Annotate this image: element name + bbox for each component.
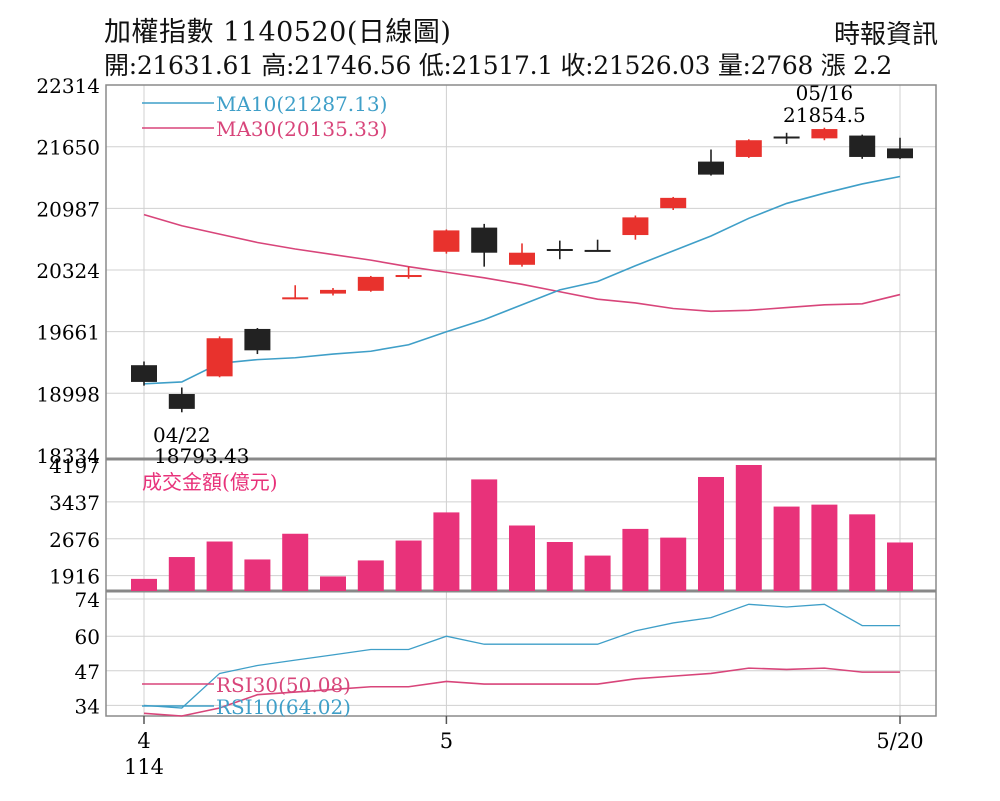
price-tick-label: 20324 [36,259,100,283]
price-tick-label: 20987 [36,197,100,221]
volume-bar [433,512,460,591]
candle-up [811,129,838,139]
rsi30-line [143,667,900,717]
volume-bar [546,541,573,591]
candle-down [584,249,611,252]
candle-up [357,276,384,291]
volume-tick-label: 4197 [49,454,100,478]
candle-down [849,135,876,157]
rsi10-legend-label: RSI10(64.02) [216,695,351,719]
rsi-tick-label: 60 [75,625,100,649]
volume-bar [811,504,838,591]
ma30-legend-label: MA30(20135.33) [216,117,387,141]
price-tick-label: 21650 [36,136,100,160]
volume-bar [735,465,762,591]
candle-up [735,140,762,157]
high-annotation-value: 21854.5 [783,103,866,127]
moving-average-lines [143,175,901,385]
volume-bar [357,560,384,591]
volume-bar [584,555,611,591]
rsi-tick-label: 74 [75,588,100,612]
candle-down [773,136,800,139]
candle-up [509,252,535,265]
candle-up [660,197,687,209]
volume-bar [471,479,498,591]
volume-bar [698,476,724,591]
source-label: 時報資訊 [833,20,938,50]
low-annotation-date: 04/22 [153,423,211,447]
volume-bar [622,528,649,591]
panel-frames [105,84,937,717]
volume-bar [131,578,157,591]
x-tick-label: 4 [137,729,150,753]
x-tick-label: 5/20 [876,729,923,753]
rsi-tick-label: 47 [75,660,100,684]
volume-bar [282,533,309,591]
volume-bar [887,542,913,591]
low-annotation-value: 18793.43 [154,444,249,468]
candle-down [471,227,498,253]
ma10-legend-label: MA10(21287.13) [216,92,387,116]
rsi10-line [143,603,900,709]
candle-down [168,394,195,409]
candle-up [282,297,309,300]
price-stats: 開:21631.61 高:21746.56 低:21517.1 收:21526.… [104,51,892,80]
rsi-lines [143,603,900,717]
volume-tick-label: 1916 [49,565,100,589]
high-annotation-date: 05/16 [796,81,854,105]
candle-down [244,328,271,351]
volume-bar [395,540,422,591]
chart-title: 加權指數 1140520(日線圖) [104,17,452,48]
candle-down [698,161,724,175]
volume-bar [168,557,195,591]
price-tick-label: 18334 [36,444,100,468]
volume-tick-label: 2676 [49,528,100,552]
candle-down [887,148,913,159]
price-tick-label: 22314 [36,74,100,98]
candle-down [546,248,573,251]
price-tick-label: 19661 [36,321,100,345]
volume-bar [509,525,535,591]
volume-bars [131,465,913,591]
volume-bar [660,537,687,591]
volume-legend-label: 成交金額(億元) [142,470,278,494]
volume-bar [773,506,800,591]
grid-lines [106,85,936,716]
ma30-line [143,213,901,313]
rsi30-legend-label: RSI30(50.08) [216,673,351,697]
rsi-tick-label: 34 [75,694,100,718]
candlesticks [131,127,913,413]
volume-bar [849,514,876,591]
candle-up [433,230,460,252]
volume-bar [320,576,346,591]
volume-bar [206,541,233,591]
volume-tick-label: 3437 [49,491,100,515]
chart-frame [105,84,937,717]
ma10-line [143,175,901,385]
price-tick-label: 18998 [36,382,100,406]
candle-up [206,338,233,377]
candle-down [131,365,157,382]
x-tick-sublabel: 114 [124,755,164,779]
candle-up [395,275,422,278]
candle-up [320,289,346,294]
x-tick-label: 5 [440,729,453,753]
volume-bar [244,559,271,591]
candle-up [622,217,649,236]
